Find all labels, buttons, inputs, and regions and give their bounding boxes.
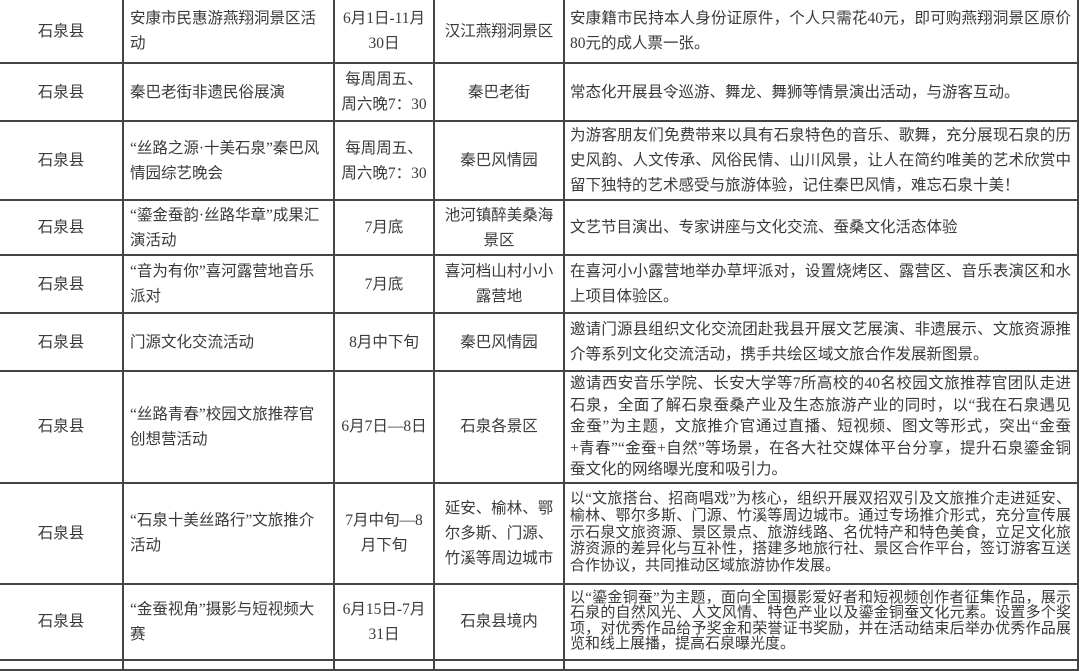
cell-location: 延安、榆林、鄂尔多斯、门源、竹溪等周边城市 [433,481,565,585]
cell-activity: “音为有你”喜河露营地音乐派对 [122,254,335,314]
cell-description: 为游客朋友们免费带来以具有石泉特色的音乐、歌舞，充分展现石泉的历史风韵、人文传承… [563,120,1079,201]
cell-activity: 安康市民惠游燕翔洞景区活动 [122,0,335,64]
cell-date [333,658,435,671]
cell-activity: 秦巴老街非遗民俗展演 [122,62,335,122]
table-row: 石泉县 “丝路之源·十美石泉”秦巴风情园综艺晚会 每周周五、周六晚7：30 秦巴… [0,120,1079,201]
table-row: 石泉县 “音为有你”喜河露营地音乐派对 7月底 喜河档山村小小露营地 在喜河小小… [0,254,1079,314]
cell-description: 以“文旅搭台、招商唱戏”为核心，组织开展双招双引及文旅推介走进延安、榆林、鄂尔多… [563,481,1079,585]
cell-activity: 门源文化交流活动 [122,312,335,372]
table-row: 石泉县 “金蚕视角”摄影与短视频大赛 6月15日-7月31日 石泉县境内 以“鎏… [0,582,1079,661]
cell-county: 石泉县 [0,0,124,64]
cell-county [0,658,124,671]
cell-county: 石泉县 [0,481,124,585]
cell-date: 7月中旬—8月下旬 [333,481,435,585]
cell-location: 石泉县境内 [433,582,565,661]
cell-activity: “金蚕视角”摄影与短视频大赛 [122,582,335,661]
cell-date: 每周周五、周六晚7：30 [333,62,435,122]
cell-county: 石泉县 [0,312,124,372]
cell-date: 6月7日—8日 [333,370,435,484]
cell-location [433,658,565,671]
cell-activity: “丝路之源·十美石泉”秦巴风情园综艺晚会 [122,120,335,201]
cell-location: 秦巴风情园 [433,312,565,372]
cell-description: 安康籍市民持本人身份证原件，个人只需花40元，即可购燕翔洞景区原价80元的成人票… [563,0,1079,64]
cell-county: 石泉县 [0,370,124,484]
table-row: 石泉县 “丝路青春”校园文旅推荐官创想营活动 6月7日—8日 石泉各景区 邀请西… [0,370,1079,484]
cell-county: 石泉县 [0,582,124,661]
table-row: 石泉县 “鎏金蚕韵·丝路华章”成果汇演活动 7月底 池河镇醉美桑海景区 文艺节目… [0,199,1079,256]
table-row: 石泉县 安康市民惠游燕翔洞景区活动 6月1日-11月30日 汉江燕翔洞景区 安康… [0,0,1079,64]
cell-date: 7月底 [333,199,435,256]
cell-activity: “丝路青春”校园文旅推荐官创想营活动 [122,370,335,484]
cell-description: 以“鎏金铜蚕”为主题，面向全国摄影爱好者和短视频创作者征集作品，展示石泉的自然风… [563,582,1079,661]
cell-date: 6月1日-11月30日 [333,0,435,64]
cell-date: 每周周五、周六晚7：30 [333,120,435,201]
cell-description [563,658,1079,671]
cell-location: 秦巴老街 [433,62,565,122]
cell-date: 6月15日-7月31日 [333,582,435,661]
table-row: 石泉县 秦巴老街非遗民俗展演 每周周五、周六晚7：30 秦巴老街 常态化开展县令… [0,62,1079,122]
cell-activity: “石泉十美丝路行”文旅推介活动 [122,481,335,585]
cell-location: 石泉各景区 [433,370,565,484]
cell-county: 石泉县 [0,254,124,314]
cell-date: 7月底 [333,254,435,314]
cell-description: 邀请西安音乐学院、长安大学等7所高校的40名校园文旅推荐官团队走进石泉，全面了解… [563,370,1079,484]
table-row: 石泉县 “石泉十美丝路行”文旅推介活动 7月中旬—8月下旬 延安、榆林、鄂尔多斯… [0,481,1079,585]
cell-location: 喜河档山村小小露营地 [433,254,565,314]
cell-date: 8月中下旬 [333,312,435,372]
table-row: 石泉县 门源文化交流活动 8月中下旬 秦巴风情园 邀请门源县组织文化交流团赴我县… [0,312,1079,372]
cell-activity [122,658,335,671]
cell-county: 石泉县 [0,199,124,256]
cell-location: 池河镇醉美桑海景区 [433,199,565,256]
cell-description: 常态化开展县令巡游、舞龙、舞狮等情景演出活动，与游客互动。 [563,62,1079,122]
cell-location: 汉江燕翔洞景区 [433,0,565,64]
cell-county: 石泉县 [0,120,124,201]
cell-activity: “鎏金蚕韵·丝路华章”成果汇演活动 [122,199,335,256]
table-row-partial [0,658,1079,671]
cell-description: 邀请门源县组织文化交流团赴我县开展文艺展演、非遗展示、文旅资源推介等系列文化交流… [563,312,1079,372]
cell-description: 在喜河小小露营地举办草坪派对，设置烧烤区、露营区、音乐表演区和水上项目体验区。 [563,254,1079,314]
cell-location: 秦巴风情园 [433,120,565,201]
cell-description: 文艺节目演出、专家讲座与文化交流、蚕桑文化活态体验 [563,199,1079,256]
cell-county: 石泉县 [0,62,124,122]
